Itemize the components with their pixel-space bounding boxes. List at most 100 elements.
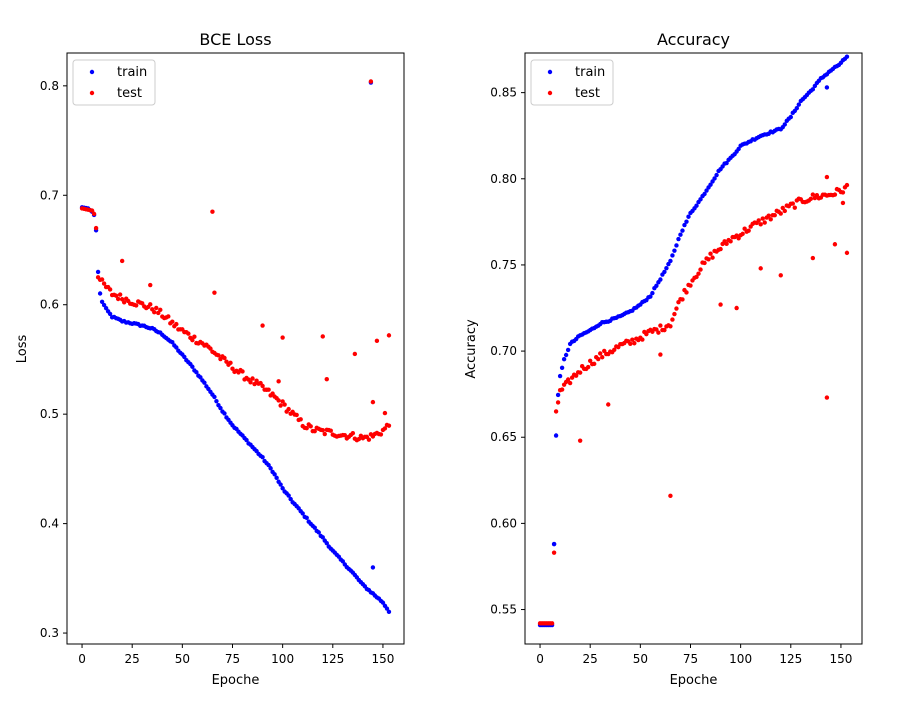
accuracy-point-train xyxy=(680,228,685,233)
loss-point-train xyxy=(316,530,321,535)
loss-point-test xyxy=(93,225,99,231)
loss-point-train xyxy=(380,600,386,605)
accuracy-point-train xyxy=(702,191,707,197)
accuracy-point-train xyxy=(788,114,793,120)
accuracy-point-test xyxy=(680,297,685,302)
accuracy-point-test xyxy=(758,266,763,271)
accuracy-point-test xyxy=(553,409,559,414)
accuracy-x-tick-label: 125 xyxy=(779,652,802,666)
loss-point-train xyxy=(274,475,279,481)
accuracy-point-test xyxy=(573,373,579,378)
accuracy-point-test xyxy=(674,306,679,311)
loss-y-tick-label: 0.4 xyxy=(40,517,59,531)
accuracy-point-train xyxy=(676,236,681,242)
loss-point-train xyxy=(194,370,199,375)
accuracy-point-test xyxy=(668,324,673,329)
loss-point-test xyxy=(190,337,195,343)
accuracy-point-test xyxy=(670,317,675,322)
loss-point-test xyxy=(192,334,197,339)
accuracy-point-train xyxy=(714,172,719,178)
loss-x-tick-label: 100 xyxy=(271,652,294,666)
accuracy-point-test xyxy=(585,364,591,370)
loss-point-test xyxy=(117,292,123,297)
accuracy-point-test xyxy=(672,311,677,317)
loss-point-test xyxy=(115,296,121,302)
accuracy-point-train xyxy=(551,541,557,547)
accuracy-point-test xyxy=(606,402,611,407)
loss-point-test xyxy=(298,417,303,422)
accuracy-point-test xyxy=(808,196,814,201)
loss-x-tick-label: 50 xyxy=(175,652,190,666)
accuracy-point-train xyxy=(712,176,717,181)
accuracy-point-train xyxy=(678,232,683,237)
accuracy-point-test xyxy=(640,337,645,342)
loss-chart-xlabel: Epoche xyxy=(212,673,260,688)
loss-point-test xyxy=(174,321,179,327)
accuracy-point-train xyxy=(563,352,569,358)
loss-y-tick-label: 0.7 xyxy=(40,188,59,202)
loss-point-test xyxy=(352,351,358,357)
loss-point-test xyxy=(312,428,317,434)
accuracy-point-test xyxy=(734,305,739,311)
accuracy-point-test xyxy=(778,273,783,278)
accuracy-point-test xyxy=(565,377,571,382)
accuracy-x-tick-label: 150 xyxy=(829,652,852,666)
loss-y-tick-label: 0.6 xyxy=(40,298,59,312)
loss-point-test xyxy=(368,79,374,84)
accuracy-series-test xyxy=(537,174,850,626)
loss-point-test xyxy=(89,208,95,213)
loss-point-train xyxy=(107,311,113,317)
accuracy-chart-title: Accuracy xyxy=(657,30,730,49)
accuracy-point-train xyxy=(698,197,703,202)
accuracy-point-train xyxy=(664,265,669,271)
accuracy-point-train xyxy=(654,283,659,288)
accuracy-y-tick-label: 0.85 xyxy=(490,86,517,100)
accuracy-point-test xyxy=(736,236,741,241)
loss-point-train xyxy=(280,486,285,491)
accuracy-point-test xyxy=(746,228,751,233)
accuracy-plot-area xyxy=(524,52,863,645)
loss-point-test xyxy=(260,323,265,328)
loss-point-test xyxy=(99,277,105,282)
loss-point-test xyxy=(304,425,309,431)
loss-point-test xyxy=(208,346,213,351)
accuracy-point-train xyxy=(824,85,830,90)
accuracy-point-test xyxy=(758,222,763,227)
accuracy-point-test xyxy=(840,200,846,206)
accuracy-point-test xyxy=(551,550,557,555)
loss-point-train xyxy=(99,299,105,304)
loss-point-train xyxy=(182,354,187,360)
loss-point-test xyxy=(140,301,145,306)
loss-point-train xyxy=(300,511,305,516)
accuracy-point-train xyxy=(708,182,713,187)
loss-point-test xyxy=(382,410,388,416)
loss-y-tick-label: 0.8 xyxy=(40,79,59,93)
loss-point-train xyxy=(214,398,219,404)
accuracy-point-test xyxy=(549,621,555,626)
accuracy-point-test xyxy=(688,283,693,288)
loss-point-test xyxy=(156,310,161,316)
accuracy-point-test xyxy=(832,242,838,247)
loss-point-test xyxy=(276,398,281,403)
loss-point-test xyxy=(324,376,329,382)
accuracy-point-train xyxy=(555,392,561,398)
accuracy-point-test xyxy=(702,260,707,266)
loss-point-test xyxy=(328,428,333,433)
accuracy-series-train xyxy=(537,54,850,628)
accuracy-point-test xyxy=(824,174,830,180)
accuracy-point-test xyxy=(668,493,673,499)
accuracy-point-test xyxy=(840,190,846,195)
loss-point-test xyxy=(91,211,97,217)
loss-chart-legend: train test xyxy=(72,59,156,106)
loss-point-train xyxy=(198,375,203,380)
loss-point-test xyxy=(308,424,313,429)
accuracy-point-test xyxy=(632,341,637,346)
loss-point-test xyxy=(386,333,392,338)
accuracy-point-test xyxy=(658,352,663,357)
accuracy-point-test xyxy=(762,220,767,225)
loss-y-tick-label: 0.3 xyxy=(40,626,59,640)
loss-point-train xyxy=(266,462,271,468)
accuracy-point-test xyxy=(592,361,597,367)
accuracy-point-test xyxy=(654,327,659,332)
